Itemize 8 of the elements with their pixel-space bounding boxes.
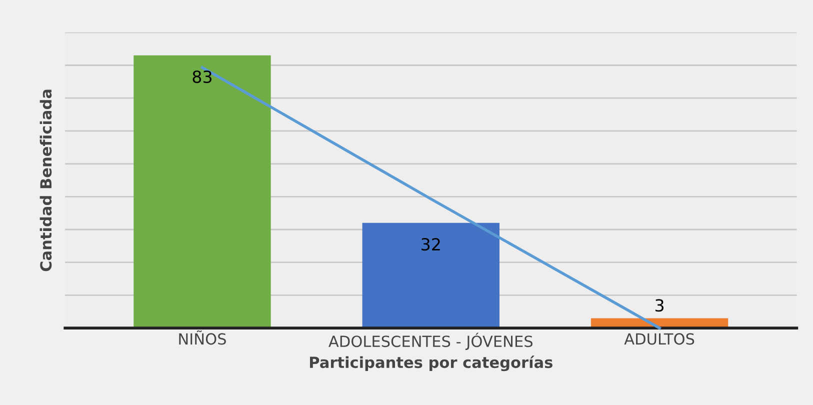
x-tick-label: ADOLESCENTES - JÓVENES: [328, 332, 532, 350]
y-axis-title: Cantidad Beneficiada: [40, 90, 52, 272]
x-tick-label: ADULTOS: [624, 333, 694, 345]
data-label: 32: [422, 238, 440, 251]
data-label: 83: [192, 70, 212, 84]
x-axis-title: Participantes por categorías: [310, 356, 552, 372]
data-label: 3: [656, 299, 664, 312]
x-tick-label: NIÑOS: [179, 330, 226, 345]
